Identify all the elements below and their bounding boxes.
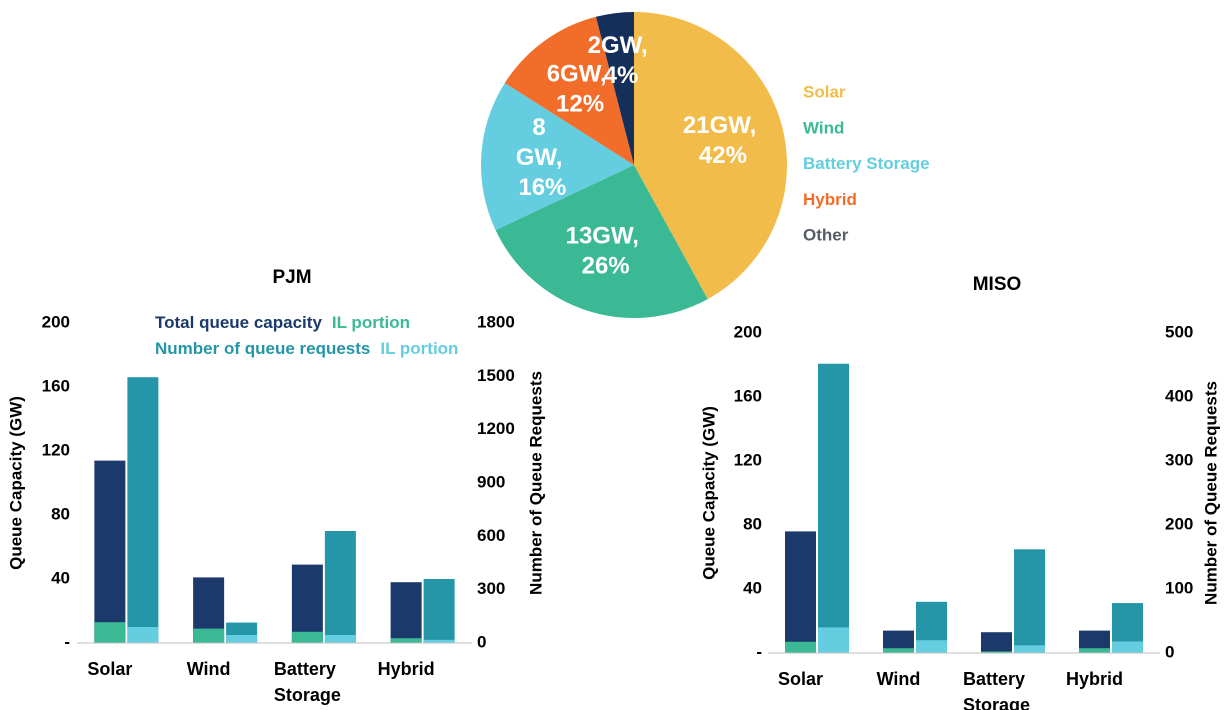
tick-label: 120 [734, 450, 762, 469]
x-tick-label: Battery Storage [274, 659, 341, 705]
tick-label: 600 [477, 526, 505, 545]
x-tick-label: Wind [877, 669, 921, 689]
tick-label: 1500 [477, 366, 515, 385]
bar [1014, 645, 1045, 653]
bar [291, 564, 323, 643]
x-tick-label: Solar [87, 659, 132, 679]
tick-label: 40 [743, 578, 762, 597]
tick-label: 80 [51, 504, 70, 523]
x-tick-label: Wind [187, 659, 231, 679]
tick-label: 200 [1165, 514, 1193, 533]
bar [127, 627, 159, 643]
bar [324, 635, 356, 643]
bar [390, 582, 422, 643]
legend-label: Hybrid [803, 190, 857, 209]
tick-label: - [756, 642, 762, 661]
bar [785, 531, 816, 653]
pie-slice [504, 16, 634, 165]
y2-axis-label: Number of Queue Requests [1201, 381, 1220, 605]
pie-slice [495, 165, 708, 318]
bar [94, 622, 126, 643]
x-tick-label: Hybrid [1066, 669, 1123, 689]
bar [785, 641, 816, 653]
bar [916, 640, 947, 653]
legend-entry: Number of queue requests [155, 339, 370, 358]
tick-label: 500 [1165, 322, 1193, 341]
tick-label: 200 [734, 322, 762, 341]
legend-label: Solar [803, 82, 846, 101]
bar [883, 630, 914, 653]
x-tick-label: Battery Storage [963, 669, 1030, 710]
bar [226, 635, 258, 643]
legend: Number of queue requests IL portion [155, 339, 458, 358]
chart-title: MISO [973, 274, 1022, 295]
pie-slice [634, 12, 787, 300]
slice-label: 8 GW, 16% [516, 115, 569, 202]
bar [423, 579, 455, 643]
bar [1014, 549, 1045, 653]
tick-label: 200 [42, 312, 70, 331]
legend-entry: IL portion [332, 313, 410, 332]
tick-label: 0 [477, 632, 486, 651]
bar [1079, 648, 1110, 653]
tick-label: 160 [42, 376, 70, 395]
tick-label: 300 [477, 579, 505, 598]
bar [324, 531, 356, 643]
bar [94, 460, 126, 643]
bar [883, 648, 914, 653]
slice-label: 13GW, 26% [566, 223, 646, 280]
bar [981, 651, 1012, 653]
x-tick-label: Solar [778, 669, 823, 689]
tick-label: 900 [477, 472, 505, 491]
tick-label: 160 [734, 386, 762, 405]
tick-label: 1200 [477, 419, 515, 438]
tick-label: - [64, 632, 70, 651]
legend: Total queue capacity IL portion [155, 313, 410, 332]
pie-slice [595, 12, 634, 165]
legend-label: Wind [803, 118, 844, 137]
pie-slice [481, 83, 634, 231]
y2-axis-label: Number of Queue Requests [526, 371, 545, 595]
tick-label: 100 [1165, 578, 1193, 597]
legend-entry: IL portion [380, 339, 458, 358]
chart-title: PJM [272, 267, 311, 288]
tick-label: 400 [1165, 386, 1193, 405]
bar [193, 628, 225, 643]
bar [818, 627, 849, 653]
bar [127, 377, 159, 643]
tick-label: 1800 [477, 312, 515, 331]
tick-label: 0 [1165, 642, 1174, 661]
y-axis-label: Queue Capacity (GW) [699, 406, 718, 580]
bar [1079, 630, 1110, 653]
bar [423, 639, 455, 643]
legend-entry: Total queue capacity [155, 313, 322, 332]
tick-label: 300 [1165, 450, 1193, 469]
legend-label: Battery Storage [803, 154, 930, 173]
legend-label: Other [803, 226, 849, 245]
bar [1112, 641, 1143, 653]
y-axis-label: Queue Capacity (GW) [6, 396, 25, 570]
tick-label: 40 [51, 568, 70, 587]
x-tick-label: Hybrid [378, 659, 435, 679]
tick-label: 80 [743, 514, 762, 533]
bar [818, 363, 849, 653]
tick-label: 120 [42, 440, 70, 459]
bar [981, 632, 1012, 653]
slice-label: 2GW, 4% [588, 32, 655, 89]
bar [291, 631, 323, 643]
bar [390, 638, 422, 643]
slice-label: 21GW, 42% [683, 113, 763, 170]
slice-label: 6GW, 12% [547, 61, 614, 118]
